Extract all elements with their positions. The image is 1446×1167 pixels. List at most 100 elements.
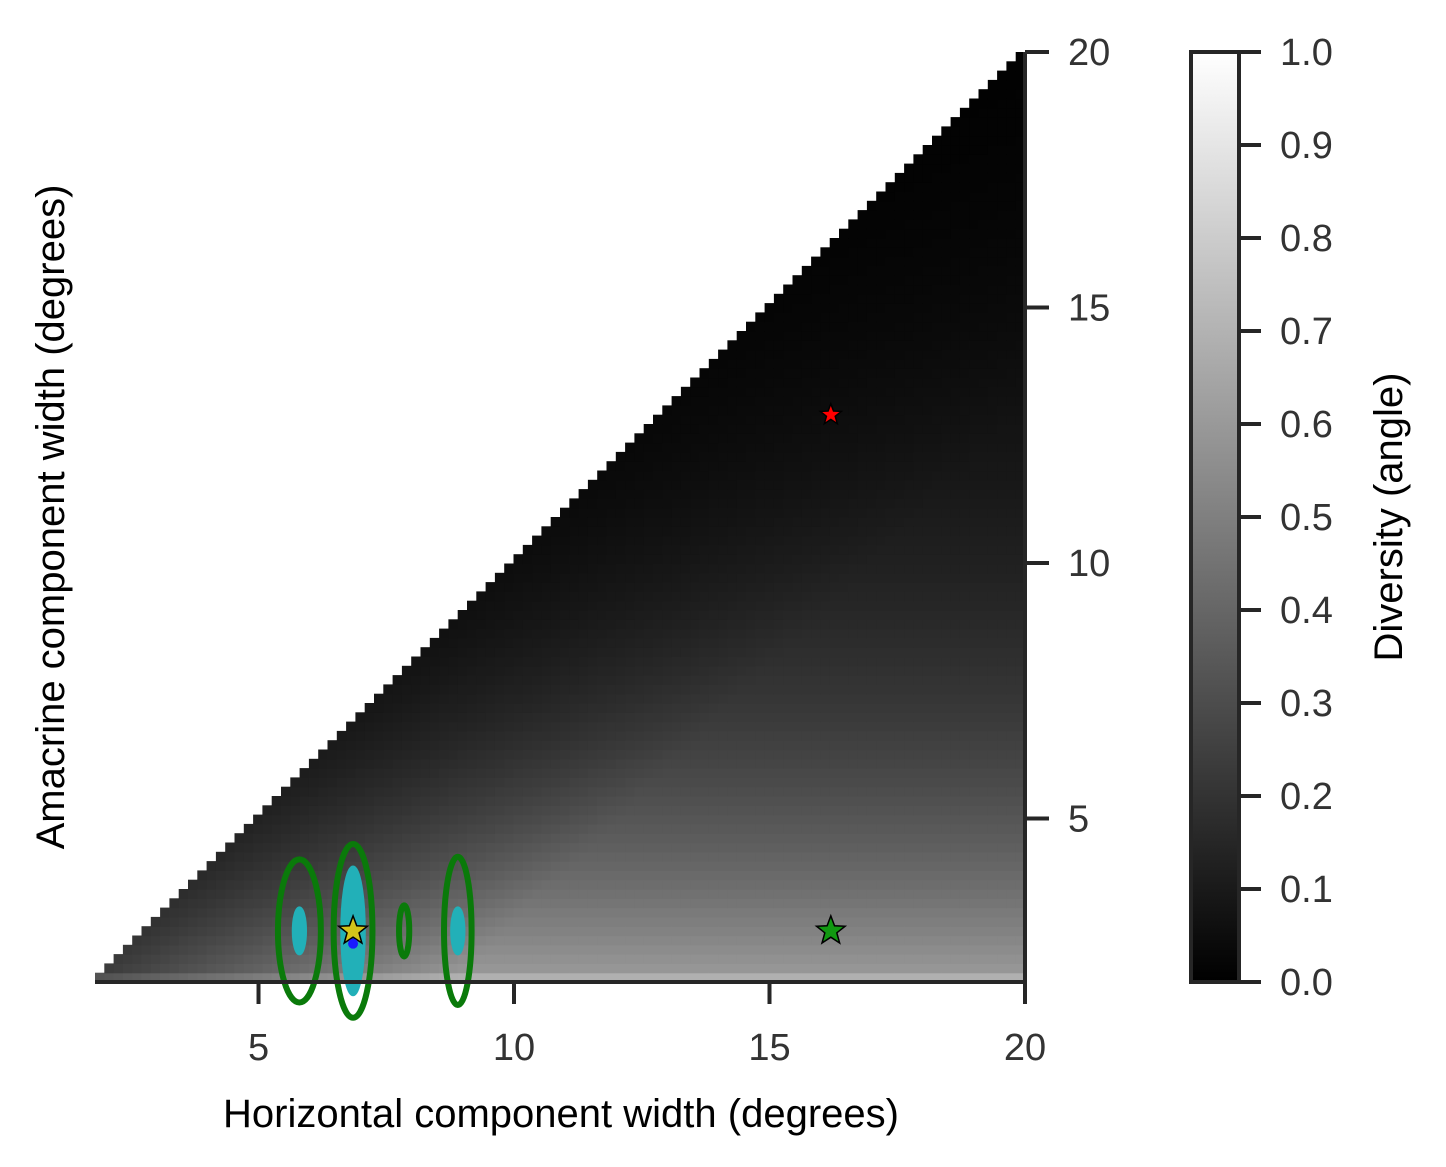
heatmap-cell (876, 498, 887, 509)
heatmap-cell (829, 712, 840, 723)
heatmap-cell (885, 191, 896, 202)
heatmap-cell (569, 851, 580, 862)
heatmap-cell (671, 926, 682, 937)
heatmap-cell (959, 786, 970, 797)
heatmap-cell (857, 572, 868, 583)
heatmap-cell (504, 740, 515, 751)
heatmap-cell (857, 861, 868, 871)
heatmap-cell (597, 703, 608, 713)
heatmap-cell (597, 907, 608, 918)
heatmap-cell (336, 823, 347, 834)
heatmap-cell (550, 898, 561, 909)
heatmap-cell (885, 879, 896, 890)
heatmap-cell (411, 870, 422, 881)
heatmap-cell (857, 814, 868, 825)
heatmap-cell (848, 517, 859, 527)
heatmap-cell (699, 628, 710, 639)
heatmap-cell (680, 842, 691, 853)
heatmap-cell (922, 656, 933, 667)
heatmap-cell (959, 293, 970, 304)
heatmap-cell (978, 889, 989, 899)
heatmap-cell (215, 954, 226, 964)
heatmap-cell (764, 554, 775, 565)
heatmap-cell (578, 823, 589, 834)
heatmap-cell (262, 861, 273, 871)
heatmap-cell (504, 582, 515, 592)
heatmap-cell (634, 823, 645, 834)
heatmap-cell (773, 591, 784, 602)
heatmap-cell (764, 312, 775, 323)
heatmap-cell (764, 321, 775, 332)
heatmap-cell (950, 451, 961, 462)
heatmap-cell (987, 665, 998, 676)
heatmap-cell (429, 823, 440, 834)
heatmap-cell (764, 786, 775, 797)
heatmap-cell (727, 461, 738, 472)
heatmap-cell (792, 628, 803, 639)
heatmap-cell (894, 172, 905, 183)
heatmap-cell (606, 721, 617, 732)
heatmap-cell (643, 814, 654, 825)
heatmap-cell (792, 693, 803, 704)
heatmap-cell (653, 851, 663, 862)
heatmap-cell (904, 954, 914, 964)
heatmap-cell (932, 693, 942, 704)
heatmap-cell (662, 944, 673, 955)
heatmap-cell (336, 842, 347, 853)
heatmap-cell (727, 340, 738, 351)
heatmap-cell (820, 628, 831, 639)
heatmap-cell (1006, 963, 1017, 974)
heatmap-cell (839, 591, 849, 602)
heatmap-cell (764, 730, 775, 741)
heatmap-cell (718, 833, 728, 844)
heatmap-cell (494, 833, 505, 844)
heatmap-cell (1006, 247, 1017, 258)
heatmap-cell (987, 637, 998, 648)
heatmap-cell (606, 842, 617, 853)
heatmap-cell (997, 665, 1007, 676)
heatmap-cell (792, 424, 803, 434)
heatmap-cell (997, 284, 1007, 295)
heatmap-cell (950, 619, 961, 630)
heatmap-cell (290, 879, 301, 890)
heatmap-cell (680, 507, 691, 518)
heatmap-cell (318, 758, 329, 769)
heatmap-cell (653, 591, 663, 602)
heatmap-cell (606, 814, 617, 825)
heatmap-cell (448, 842, 459, 853)
heatmap-cell (643, 842, 654, 853)
heatmap-cell (615, 656, 626, 667)
heatmap-cell (541, 870, 552, 881)
heatmap-cell (885, 507, 896, 518)
heatmap-cell (839, 675, 849, 685)
heatmap-cell (374, 898, 384, 909)
heatmap-cell (476, 823, 487, 834)
heatmap-cell (308, 926, 319, 937)
heatmap-cell (569, 805, 580, 816)
heatmap-cell (764, 721, 775, 732)
heatmap-cell (346, 814, 356, 825)
heatmap-cell (476, 656, 487, 667)
heatmap-cell (467, 703, 477, 713)
heatmap-cell (811, 758, 821, 769)
heatmap-cell (662, 619, 673, 630)
heatmap-cell (876, 507, 887, 518)
heatmap-cell (271, 889, 282, 899)
heatmap-cell (801, 517, 812, 527)
heatmap-cell (541, 535, 552, 546)
heatmap-cell (569, 563, 580, 574)
heatmap-cell (829, 424, 840, 434)
heatmap-cell (959, 665, 970, 676)
heatmap-cell (969, 377, 980, 388)
heatmap-cell (913, 200, 924, 211)
heatmap-cell (941, 321, 952, 332)
heatmap-cell (653, 517, 663, 527)
heatmap-cell (941, 786, 952, 797)
heatmap-cell (773, 442, 784, 453)
heatmap-cell (597, 944, 608, 955)
heatmap-cell (839, 600, 849, 611)
heatmap-cell (578, 972, 589, 983)
heatmap-cell (513, 610, 524, 620)
heatmap-cell (364, 786, 375, 797)
heatmap-cell (364, 805, 375, 816)
